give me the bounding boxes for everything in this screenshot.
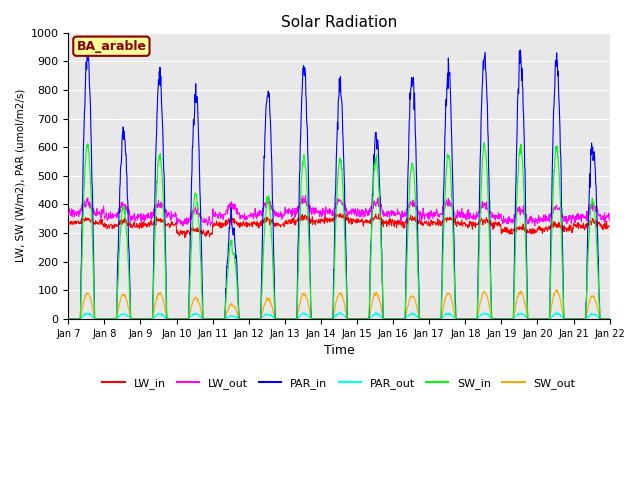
X-axis label: Time: Time xyxy=(324,344,355,357)
Y-axis label: LW, SW (W/m2), PAR (umol/m2/s): LW, SW (W/m2), PAR (umol/m2/s) xyxy=(15,89,25,263)
Text: BA_arable: BA_arable xyxy=(76,40,147,53)
Title: Solar Radiation: Solar Radiation xyxy=(281,15,397,30)
Legend: LW_in, LW_out, PAR_in, PAR_out, SW_in, SW_out: LW_in, LW_out, PAR_in, PAR_out, SW_in, S… xyxy=(98,374,580,394)
